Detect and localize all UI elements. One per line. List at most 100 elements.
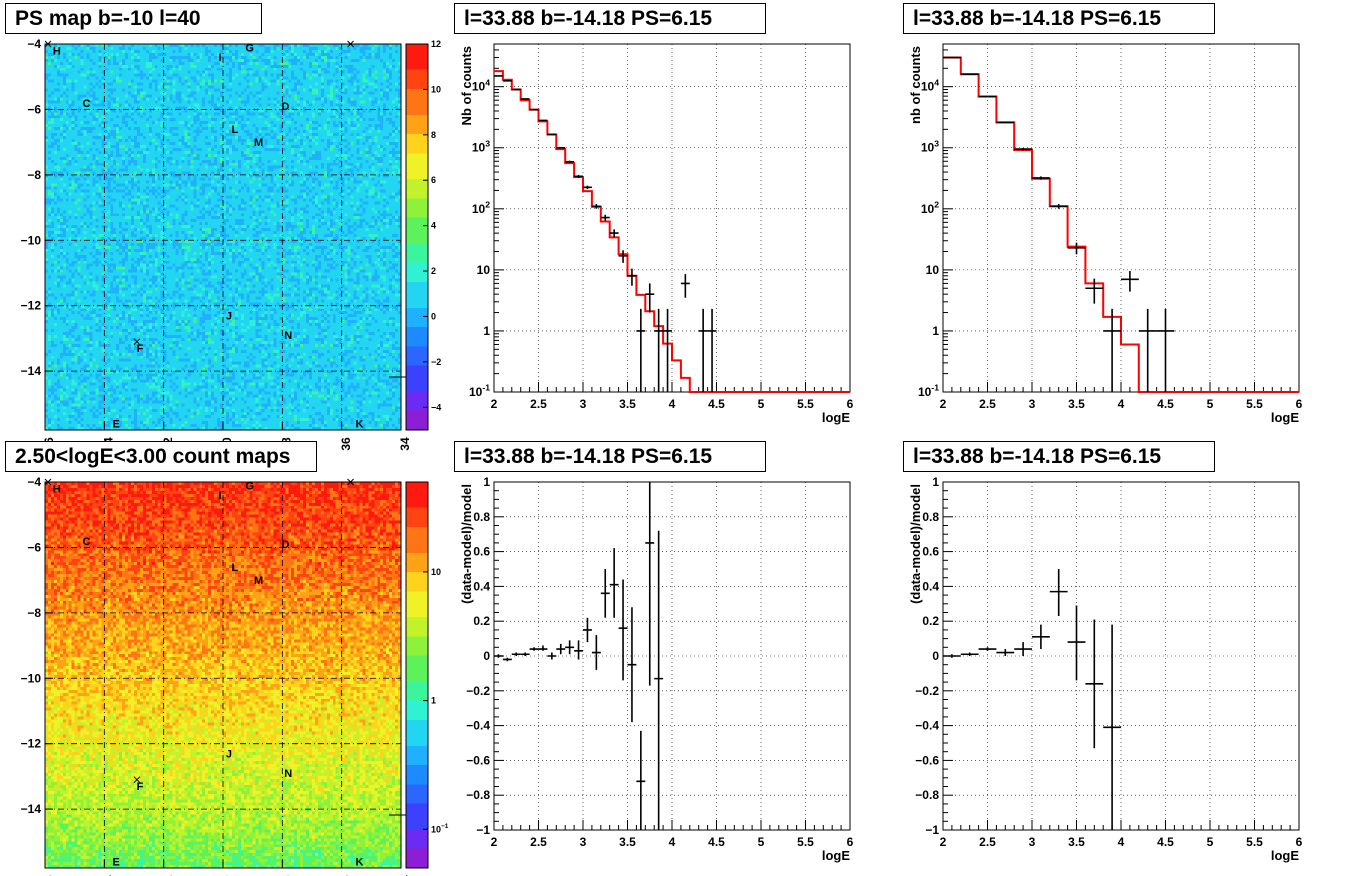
map-cell bbox=[288, 157, 291, 160]
map-cell bbox=[143, 103, 146, 106]
map-cell bbox=[155, 121, 158, 124]
map-cell bbox=[181, 56, 184, 59]
map-cell bbox=[202, 80, 205, 83]
map-cell bbox=[395, 112, 398, 115]
map-cell bbox=[98, 112, 101, 115]
map-cell bbox=[51, 86, 54, 89]
map-cell bbox=[235, 136, 238, 139]
map-cell bbox=[217, 121, 220, 124]
map-cell bbox=[294, 92, 297, 95]
map-cell bbox=[193, 62, 196, 65]
map-cell bbox=[348, 71, 351, 74]
map-cell bbox=[244, 148, 247, 151]
map-cell bbox=[72, 166, 75, 169]
map-cell bbox=[48, 97, 51, 100]
map-cell bbox=[146, 80, 149, 83]
map-cell bbox=[262, 62, 265, 65]
map-cell bbox=[273, 133, 276, 136]
map-cell bbox=[125, 77, 128, 80]
map-cell bbox=[306, 92, 309, 95]
map-cell bbox=[179, 94, 182, 97]
map-cell bbox=[60, 109, 63, 112]
map-cell bbox=[336, 92, 339, 95]
map-cell bbox=[333, 68, 336, 71]
map-cell bbox=[330, 130, 333, 133]
map-cell bbox=[262, 154, 265, 157]
map-cell bbox=[205, 121, 208, 124]
map-cell bbox=[149, 154, 152, 157]
map-cell bbox=[140, 56, 143, 59]
map-cell bbox=[140, 97, 143, 100]
map-cell bbox=[75, 97, 78, 100]
map-cell bbox=[303, 53, 306, 56]
map-cell bbox=[45, 68, 48, 71]
map-cell bbox=[181, 160, 184, 163]
map-cell bbox=[81, 50, 84, 53]
map-cell bbox=[250, 124, 253, 127]
map-cell bbox=[259, 124, 262, 127]
map-cell bbox=[368, 136, 371, 139]
map-cell bbox=[205, 124, 208, 127]
map-cell bbox=[223, 94, 226, 97]
map-cell bbox=[273, 68, 276, 71]
map-cell bbox=[104, 154, 107, 157]
map-cell bbox=[312, 80, 315, 83]
map-cell bbox=[368, 145, 371, 148]
map-cell bbox=[152, 100, 155, 103]
map-cell bbox=[374, 124, 377, 127]
map-cell bbox=[386, 56, 389, 59]
map-cell bbox=[244, 157, 247, 160]
map-cell bbox=[362, 145, 365, 148]
map-cell bbox=[327, 163, 330, 166]
map-cell bbox=[354, 115, 357, 118]
map-cell bbox=[184, 59, 187, 62]
map-cell bbox=[383, 62, 386, 65]
map-cell bbox=[190, 103, 193, 106]
map-cell bbox=[303, 136, 306, 139]
map-cell bbox=[196, 53, 199, 56]
map-cell bbox=[247, 89, 250, 92]
map-cell bbox=[63, 71, 66, 74]
map-cell bbox=[122, 50, 125, 53]
map-cell bbox=[95, 92, 98, 95]
map-cell bbox=[357, 68, 360, 71]
map-cell bbox=[306, 44, 309, 47]
map-cell bbox=[128, 68, 131, 71]
map-cell bbox=[241, 127, 244, 130]
map-cell bbox=[51, 89, 54, 92]
map-cell bbox=[318, 121, 321, 124]
map-cell bbox=[354, 53, 357, 56]
map-cell bbox=[110, 68, 113, 71]
map-cell bbox=[389, 71, 392, 74]
map-cell bbox=[131, 142, 134, 145]
map-cell bbox=[223, 133, 226, 136]
map-cell bbox=[220, 89, 223, 92]
map-cell bbox=[214, 160, 217, 163]
map-cell bbox=[321, 154, 324, 157]
map-cell bbox=[48, 71, 51, 74]
map-cell bbox=[377, 130, 380, 133]
map-cell bbox=[238, 74, 241, 77]
map-cell bbox=[324, 109, 327, 112]
map-cell bbox=[226, 127, 229, 130]
map-cell bbox=[92, 77, 95, 80]
map-cell bbox=[95, 130, 98, 133]
map-cell bbox=[291, 109, 294, 112]
map-cell bbox=[217, 92, 220, 95]
map-cell bbox=[345, 127, 348, 130]
map-cell bbox=[69, 77, 72, 80]
map-cell bbox=[149, 53, 152, 56]
map-cell bbox=[87, 133, 90, 136]
map-cell bbox=[173, 148, 176, 151]
map-cell bbox=[291, 103, 294, 106]
map-cell bbox=[134, 65, 137, 68]
map-cell bbox=[84, 115, 87, 118]
map-cell bbox=[247, 86, 250, 89]
map-cell bbox=[48, 160, 51, 163]
map-cell bbox=[297, 53, 300, 56]
map-cell bbox=[72, 92, 75, 95]
map-cell bbox=[294, 77, 297, 80]
map-cell bbox=[176, 115, 179, 118]
map-cell bbox=[318, 142, 321, 145]
map-cell bbox=[339, 154, 342, 157]
